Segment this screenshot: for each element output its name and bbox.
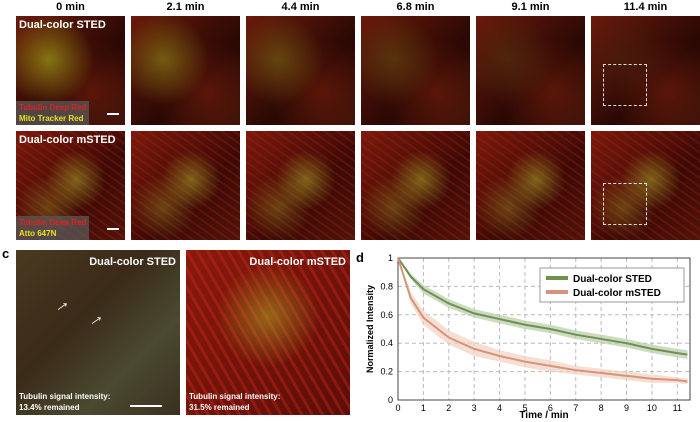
image-tile <box>361 131 470 240</box>
image-tile <box>131 131 240 240</box>
roi-box <box>603 183 647 225</box>
x-tick-label: 2 <box>446 403 451 413</box>
x-tick-label: 5 <box>522 403 527 413</box>
scale-bar <box>107 228 119 230</box>
image-tile <box>591 131 700 240</box>
x-tick-label: 11 <box>673 403 682 413</box>
panel-letter: d <box>356 250 364 265</box>
time-label: 9.1 min <box>511 1 550 13</box>
error-band <box>398 258 688 385</box>
x-axis-label: Time / min <box>519 410 568 421</box>
image-label: Dual-color mSTED <box>249 256 346 268</box>
caption: 13.4% remained <box>19 403 80 412</box>
caption: Tubulin signal intensity: <box>19 392 111 401</box>
panel-label: Dual-color STED <box>19 19 106 31</box>
image-tile <box>361 16 470 125</box>
image-tile: Dual-color mSTED Tubulin signal intensity… <box>186 250 350 415</box>
channel-label: Tubulin Deep Red <box>19 218 87 227</box>
x-tick-label: 7 <box>573 403 578 413</box>
channel-label: Atto 647N <box>19 229 57 238</box>
x-tick-label: 3 <box>472 403 477 413</box>
x-tick-label: 8 <box>599 403 604 413</box>
image-tile <box>591 16 700 125</box>
y-axis-label: Normalized Intensity <box>365 285 375 373</box>
plot-frame <box>397 257 691 401</box>
image-tile <box>246 16 355 125</box>
channel-box: Tubulin Deep Red Mito Tracker Red <box>16 101 90 125</box>
image-tile <box>131 16 240 125</box>
legend-box <box>539 267 685 303</box>
arrow: → <box>47 290 74 318</box>
x-tick-label: 10 <box>647 403 657 413</box>
image-tile: Dual-color STED Tubulin signal intensity:… <box>16 250 180 415</box>
image-tile <box>476 16 585 125</box>
line <box>397 257 688 356</box>
legend-label: Dual-color STED <box>573 274 652 285</box>
channel-label: Mito Tracker Red <box>19 114 84 123</box>
arrow: → <box>81 304 108 332</box>
image-tile: Dual-color STED Tubulin Deep Red Mito Trac… <box>16 16 125 125</box>
image-tile: Dual-color mSTED Tubulin Deep Red Atto 647… <box>16 131 125 240</box>
y-tick-label: 0.8 <box>380 281 393 291</box>
x-tick-label: 4 <box>497 403 502 413</box>
time-label: 2.1 min <box>166 1 205 13</box>
legend-label: Dual-color mSTED <box>573 288 661 299</box>
panel-letter: c <box>2 246 10 261</box>
line <box>397 257 688 383</box>
y-tick-label: 1 <box>388 253 393 263</box>
x-tick-label: 9 <box>624 403 629 413</box>
image-tile <box>246 131 355 240</box>
caption: 31.5% remained <box>189 403 250 412</box>
y-tick-label: 0 <box>388 395 393 405</box>
channel-label: Tubulin Deep Red <box>19 103 87 112</box>
x-tick-label: 0 <box>395 403 400 413</box>
y-tick-label: 0.4 <box>380 338 393 348</box>
error-band <box>398 258 688 359</box>
scale-bar <box>130 405 162 407</box>
y-tick-label: 0.2 <box>380 367 393 377</box>
image-label: Dual-color STED <box>89 256 176 268</box>
time-label: 11.4 min <box>623 1 668 13</box>
channel-box: Tubulin Deep Red Atto 647N <box>16 216 90 240</box>
x-tick-label: 6 <box>548 403 553 413</box>
scale-bar <box>107 113 119 115</box>
x-tick-label: 1 <box>421 403 426 413</box>
image-tile <box>476 131 585 240</box>
time-label: 6.8 min <box>396 1 435 13</box>
time-label: 0 min <box>56 1 85 13</box>
caption: Tubulin signal intensity: <box>189 392 281 401</box>
roi-box <box>603 64 647 106</box>
y-tick-label: 0.6 <box>380 310 393 320</box>
panel-label: Dual-color mSTED <box>19 134 116 146</box>
time-label: 4.4 min <box>281 1 320 13</box>
